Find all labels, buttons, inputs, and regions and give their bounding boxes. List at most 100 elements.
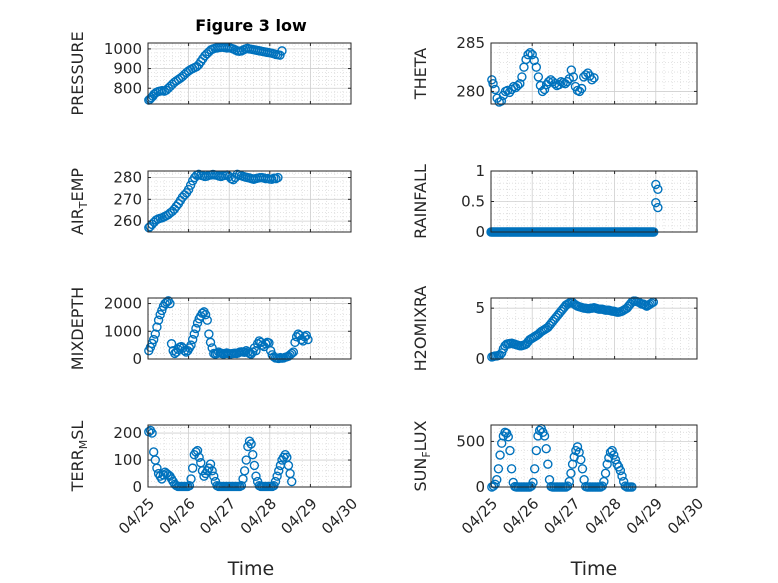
pressure-y-axis-label: PRESSURE bbox=[68, 31, 87, 115]
sun_flux-point bbox=[528, 477, 538, 488]
h2omixra-point bbox=[564, 298, 574, 308]
rainfall-point bbox=[651, 198, 661, 208]
terr_msl-point bbox=[251, 471, 261, 481]
pressure-y-tick-label: 1000 bbox=[104, 40, 142, 58]
panel-mixdepth: 0 1000 2000 MIXDEPTH bbox=[68, 287, 352, 370]
terr_msl-point bbox=[249, 460, 260, 471]
h2omixra-point bbox=[640, 300, 650, 310]
theta-point bbox=[523, 49, 533, 60]
mixdepth-point bbox=[202, 315, 212, 325]
mixdepth-y-tick-label: 1000 bbox=[104, 322, 142, 340]
terr_msl-point bbox=[246, 439, 256, 449]
mixdepth-point bbox=[189, 329, 199, 339]
mixdepth-point bbox=[303, 334, 313, 345]
mixdepth-y-axis-label-main: MIXDEPTH bbox=[68, 287, 87, 370]
mixdepth-point bbox=[186, 340, 196, 350]
panel-terr_msl: 010020004/2504/2604/2704/2804/2904/30TER… bbox=[68, 421, 361, 538]
sun_flux-point bbox=[495, 450, 505, 460]
pressure-y-tick-label: 800 bbox=[113, 79, 142, 97]
theta-point bbox=[531, 62, 542, 72]
sun_flux-y-axis-label: SUNFLUX bbox=[411, 420, 433, 491]
terr_msl-point bbox=[236, 480, 247, 491]
pressure-y-tick-label: 900 bbox=[113, 60, 142, 78]
mixdepth-point bbox=[152, 322, 162, 332]
terr_msl-point bbox=[287, 476, 297, 487]
sun_flux-y-axis-label-sub: F bbox=[420, 451, 433, 457]
air_temp-y-axis-label: AIRTEMP bbox=[68, 168, 90, 235]
mixdepth-axes-box bbox=[147, 297, 352, 360]
sun_flux-major-grid bbox=[491, 425, 697, 487]
rainfall-tick-marks bbox=[490, 170, 698, 233]
theta-point bbox=[525, 47, 535, 58]
air_temp-point bbox=[273, 172, 283, 183]
rainfall-point bbox=[651, 179, 661, 190]
air_temp-tick-marks bbox=[147, 171, 352, 232]
pressure-point bbox=[275, 50, 285, 60]
mixdepth-point bbox=[200, 309, 211, 320]
rainfall-y-tick-label: 1 bbox=[475, 162, 485, 180]
terr_msl-y-tick-label: 100 bbox=[113, 451, 142, 469]
sun_flux-point bbox=[531, 445, 542, 456]
air_temp-y-tick-label: 280 bbox=[113, 169, 142, 187]
h2omixra-markers bbox=[487, 296, 659, 362]
sun_flux-point bbox=[576, 454, 586, 465]
mixdepth-y-axis-label: MIXDEPTH bbox=[68, 287, 87, 370]
mixdepth-point bbox=[191, 323, 201, 334]
pressure-point bbox=[277, 46, 287, 56]
terr_msl-point bbox=[184, 480, 195, 491]
theta-markers bbox=[487, 47, 599, 107]
theta-minor-grid bbox=[491, 43, 697, 104]
terr_msl-point bbox=[270, 476, 281, 487]
sun_flux-y-axis-label-rest: LUX bbox=[411, 420, 430, 451]
air_temp-axes-box bbox=[147, 170, 352, 233]
h2omixra-y-tick-label: 0 bbox=[475, 350, 485, 368]
theta-y-axis-label-main: THETA bbox=[411, 48, 430, 100]
mixdepth-point bbox=[288, 347, 299, 357]
h2omixra-axes-box bbox=[490, 297, 698, 360]
panel-h2omixra: 0 5 H2OMIXRA bbox=[411, 286, 698, 372]
panel-rainfall: 0 0.5 1 RAINFALL bbox=[411, 162, 698, 241]
theta-point bbox=[488, 78, 498, 89]
mixdepth-point bbox=[287, 348, 297, 359]
theta-tick-marks bbox=[490, 42, 698, 104]
terr_msl-y-axis-label: TERRMSL bbox=[68, 421, 90, 493]
sun_flux-tick-marks bbox=[490, 425, 698, 488]
mixdepth-markers bbox=[144, 296, 313, 364]
mixdepth-point bbox=[205, 337, 216, 348]
mixdepth-y-tick-label: 2000 bbox=[104, 295, 142, 313]
mixdepth-point bbox=[148, 334, 159, 345]
sun_flux-point bbox=[529, 464, 540, 474]
theta-point bbox=[496, 96, 506, 106]
sun_flux-point bbox=[577, 464, 588, 474]
air_temp-point bbox=[183, 184, 194, 195]
theta-point bbox=[529, 55, 539, 66]
sun_flux-point bbox=[492, 475, 502, 485]
terr_msl-point bbox=[272, 471, 282, 481]
mixdepth-point bbox=[301, 330, 312, 341]
terr_msl-point bbox=[192, 445, 203, 456]
terr_msl-point bbox=[239, 466, 250, 476]
sun_flux-point bbox=[506, 464, 517, 474]
sun_flux-point bbox=[615, 465, 626, 476]
terr_msl-point bbox=[205, 459, 216, 469]
mixdepth-point bbox=[150, 329, 161, 339]
rainfall-y-tick-label: 0.5 bbox=[461, 193, 485, 211]
theta-point bbox=[543, 77, 554, 87]
terr_msl-point bbox=[274, 466, 284, 476]
rainfall-point bbox=[653, 184, 663, 195]
terr_msl-point bbox=[209, 471, 219, 481]
terr_msl-point bbox=[186, 474, 196, 484]
sun_flux-point bbox=[597, 481, 607, 491]
sun_flux-point bbox=[541, 444, 551, 454]
sun_flux-point bbox=[503, 432, 514, 442]
sun_flux-point bbox=[562, 481, 573, 491]
theta-point bbox=[566, 65, 577, 75]
terr_msl-y-tick-label: 0 bbox=[132, 478, 142, 496]
sun_flux-markers bbox=[487, 423, 637, 492]
sun_flux-point bbox=[602, 459, 612, 469]
h2omixra-y-axis-label-main: H2OMIXRA bbox=[411, 286, 430, 372]
theta-point bbox=[487, 75, 497, 85]
theta-point bbox=[537, 86, 548, 97]
